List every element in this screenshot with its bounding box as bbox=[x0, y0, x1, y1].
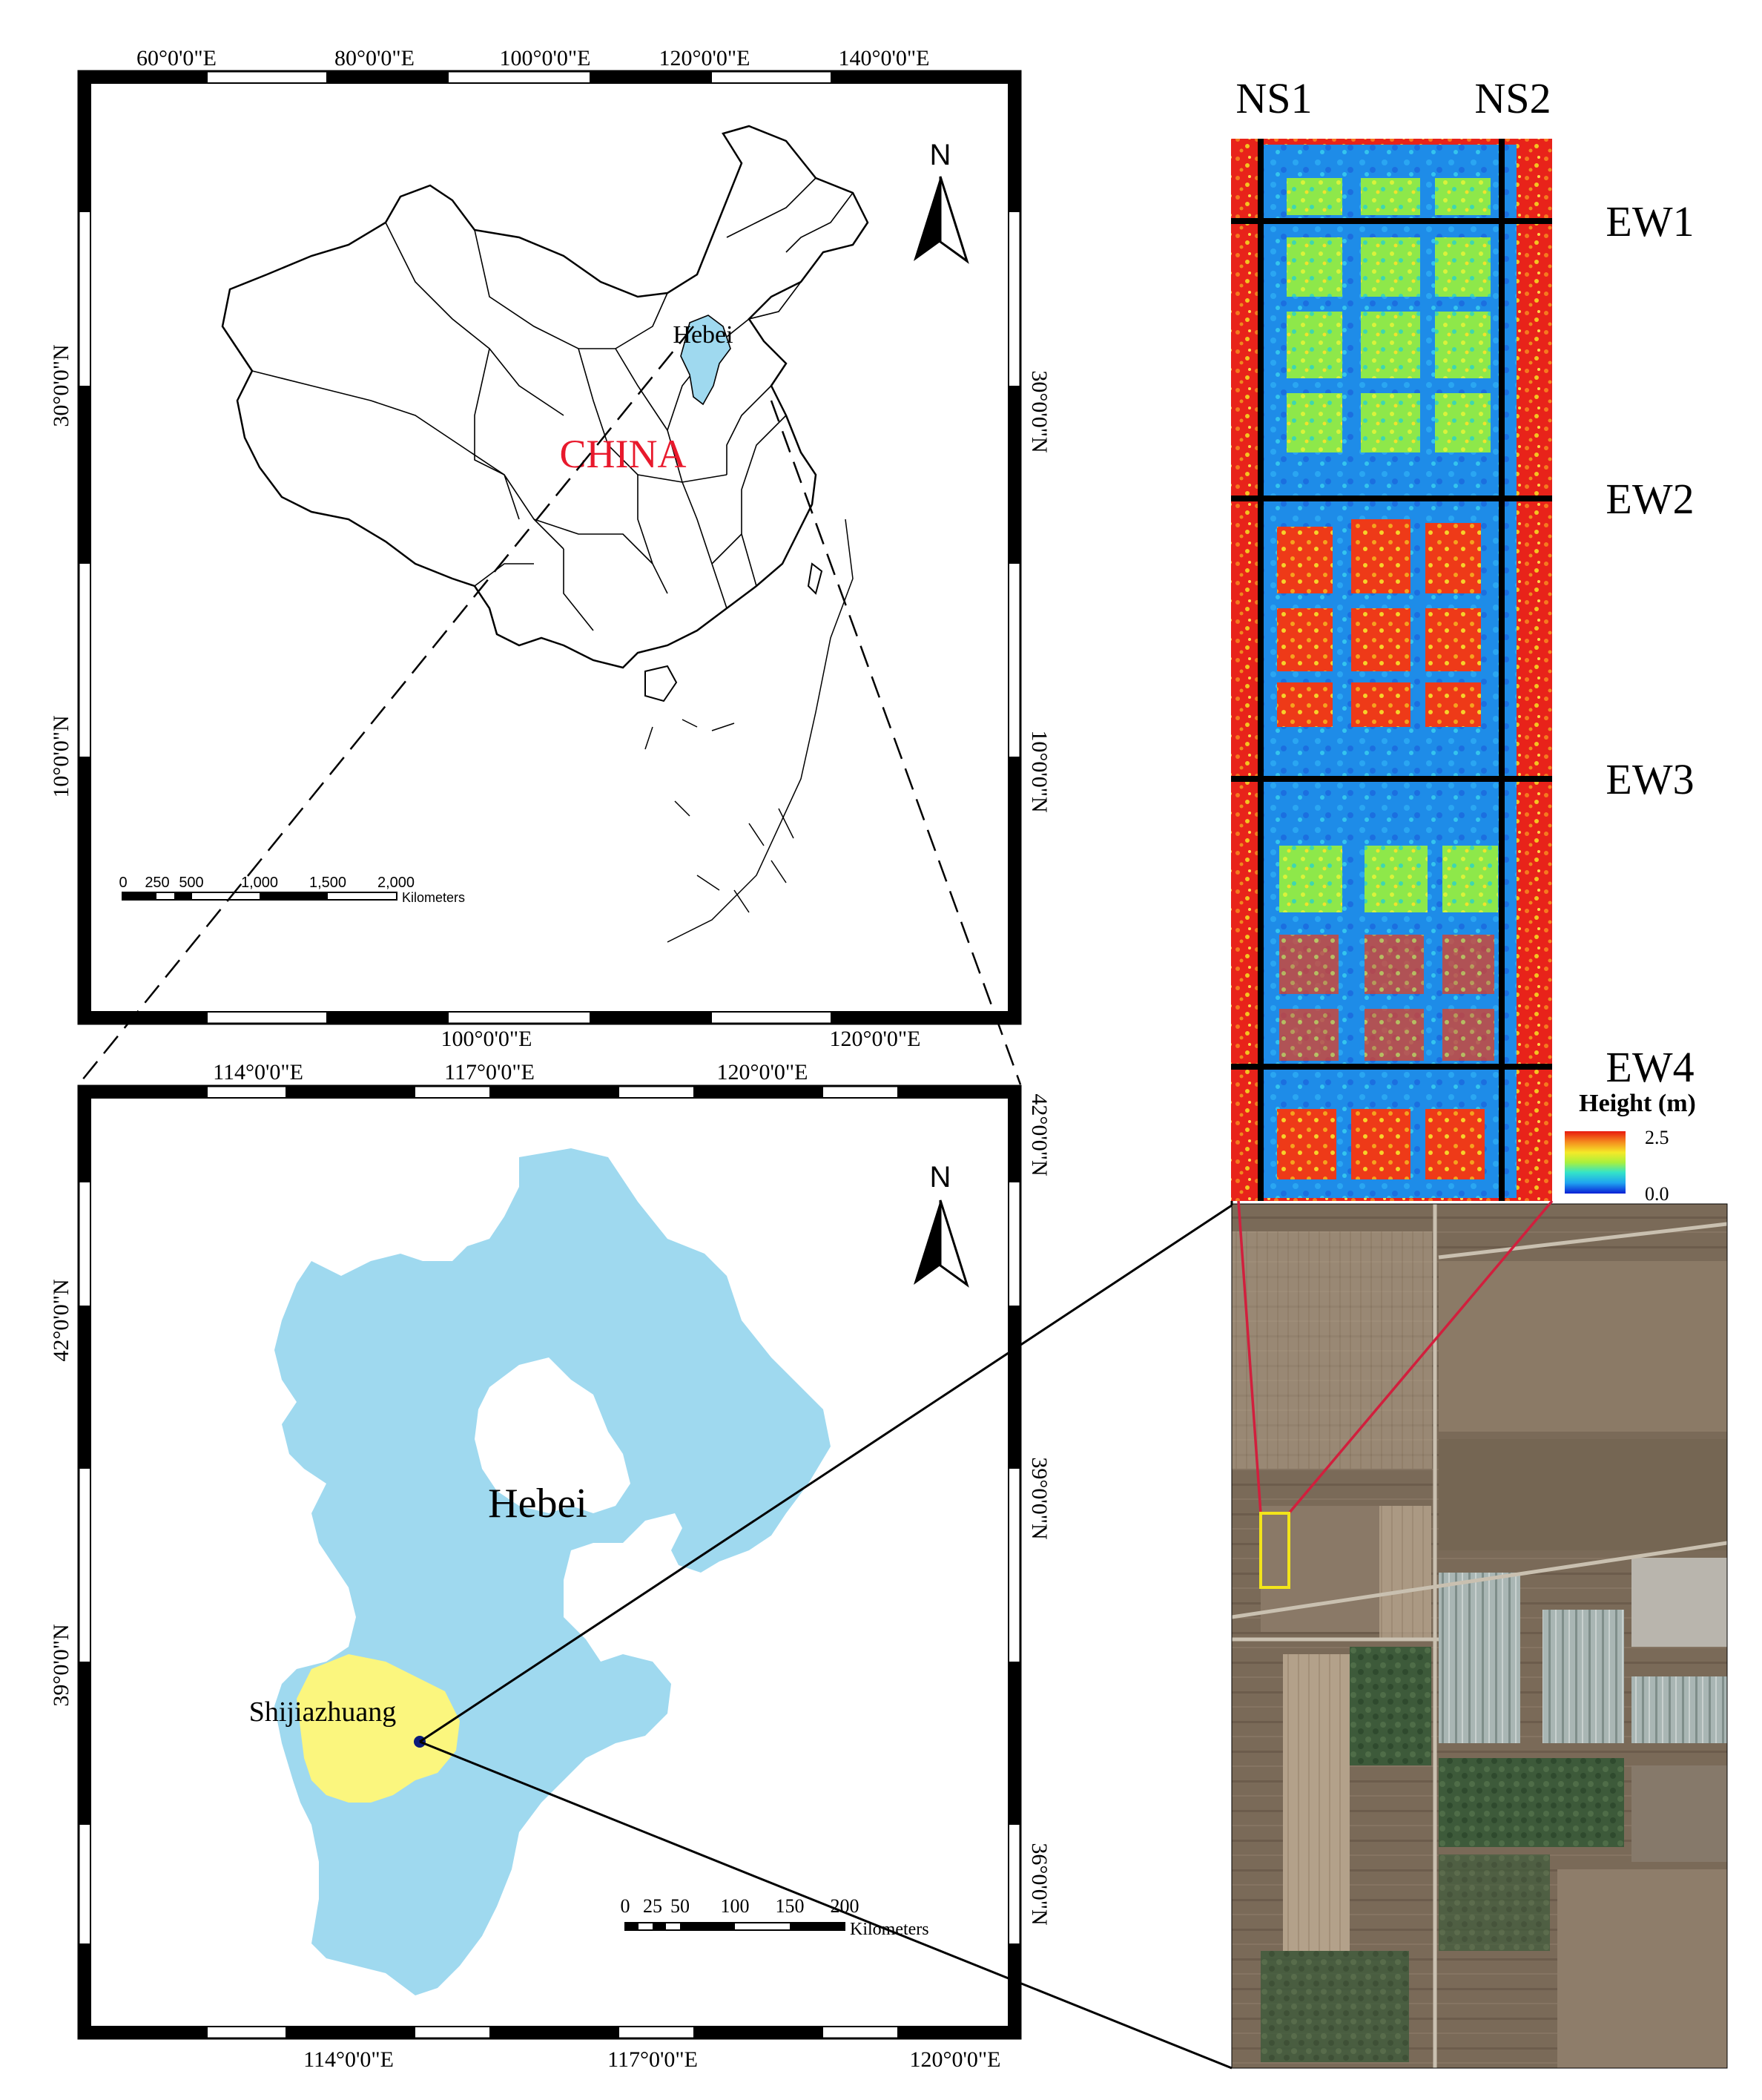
ew4-label: EW4 bbox=[1606, 1043, 1694, 1091]
china-left-tick-2: 10°0'0"N bbox=[49, 715, 73, 797]
mixed-plots-lower bbox=[1279, 935, 1494, 1061]
hebei-scale-150: 150 bbox=[776, 1895, 805, 1917]
hebei-left-tick-1: 42°0'0"N bbox=[49, 1279, 73, 1361]
china-north-arrow: N bbox=[914, 139, 969, 264]
green-plots-upper bbox=[1287, 178, 1491, 452]
china-map-graticule-bars bbox=[79, 71, 1020, 1024]
transect-lines bbox=[1231, 139, 1552, 1201]
hebei-map-graticule-bars bbox=[79, 1086, 1020, 2038]
hebei-scale-100: 100 bbox=[721, 1895, 750, 1917]
shijiazhuang-label: Shijiazhuang bbox=[249, 1696, 396, 1728]
china-scale-2000: 2,000 bbox=[377, 875, 415, 891]
china-scale-250: 250 bbox=[145, 875, 169, 891]
china-outline bbox=[221, 125, 869, 669]
hebei-scale-0: 0 bbox=[621, 1895, 630, 1917]
satellite-image bbox=[1231, 1199, 1728, 2069]
study-site-box bbox=[1259, 1512, 1290, 1589]
china-top-tick-1: 60°0'0"E bbox=[136, 46, 217, 70]
green-plots-lower bbox=[1279, 846, 1498, 912]
orange-plots-middle bbox=[1277, 519, 1481, 727]
hebei-right-tick-2: 39°0'0"N bbox=[1027, 1457, 1052, 1539]
hebei-left-tick-2: 39°0'0"N bbox=[49, 1624, 73, 1706]
ew1-label: EW1 bbox=[1606, 197, 1694, 246]
china-scale-unit: Kilometers bbox=[402, 890, 465, 905]
hebei-north-letter: N bbox=[930, 1161, 951, 1194]
hebei-top-tick-3: 120°0'0"E bbox=[717, 1060, 808, 1084]
ew3-label: EW3 bbox=[1606, 755, 1694, 803]
hebei-top-tick-2: 117°0'0"E bbox=[444, 1060, 535, 1084]
site-zoom-lines bbox=[419, 1204, 1233, 2070]
legend-max: 2.5 bbox=[1645, 1127, 1669, 1148]
greenhouse-block-1 bbox=[1439, 1573, 1520, 1743]
ns2-label: NS2 bbox=[1474, 74, 1551, 122]
hebei-scale-bar: 0 25 50 100 150 200 Kilometers bbox=[621, 1895, 929, 1939]
hainan-island bbox=[644, 665, 678, 702]
hebei-scale-50: 50 bbox=[670, 1895, 690, 1917]
hebei-map-panel: 114°0'0"E 117°0'0"E 120°0'0"E 114°0'0"E … bbox=[49, 1060, 1052, 2072]
greenhouse-block-2 bbox=[1542, 1610, 1624, 1743]
hebei-bottom-tick-1: 114°0'0"E bbox=[303, 2047, 394, 2072]
site-leader-lines bbox=[1237, 1199, 1554, 1515]
hebei-north-arrow: N bbox=[914, 1161, 969, 1288]
china-right-tick-2: 10°0'0"N bbox=[1027, 730, 1052, 812]
china-scale-bar: 0 250 500 1,000 1,500 2,000 Kilometers bbox=[119, 875, 465, 905]
china-top-tick-2: 80°0'0"E bbox=[334, 46, 415, 70]
hebei-right-tick-3: 36°0'0"N bbox=[1027, 1843, 1052, 1925]
hebei-top-tick-1: 114°0'0"E bbox=[213, 1060, 303, 1084]
china-zoom-lines bbox=[78, 326, 1022, 1085]
china-top-tick-3: 100°0'0"E bbox=[500, 46, 591, 70]
south-china-sea-dashes bbox=[644, 519, 854, 943]
china-left-tick-1: 30°0'0"N bbox=[49, 344, 73, 427]
legend-min: 0.0 bbox=[1645, 1183, 1669, 1205]
orange-plots-bottom bbox=[1277, 1109, 1485, 1179]
hebei-bottom-tick-3: 120°0'0"E bbox=[910, 2047, 1001, 2072]
ns1-label: NS1 bbox=[1235, 74, 1312, 122]
china-scale-500: 500 bbox=[179, 875, 203, 891]
hebei-right-tick-1: 42°0'0"N bbox=[1027, 1093, 1052, 1176]
china-right-tick-1: 30°0'0"N bbox=[1027, 370, 1052, 452]
china-map-panel: 60°0'0"E 80°0'0"E 100°0'0"E 120°0'0"E 14… bbox=[49, 46, 1052, 1051]
china-bottom-tick-2: 120°0'0"E bbox=[830, 1027, 921, 1051]
hebei-bottom-tick-2: 117°0'0"E bbox=[607, 2047, 698, 2072]
china-scale-1500: 1,500 bbox=[309, 875, 346, 891]
hebei-scale-25: 25 bbox=[643, 1895, 662, 1917]
hebei-province-label: Hebei bbox=[488, 1481, 587, 1527]
china-top-tick-5: 140°0'0"E bbox=[839, 46, 930, 70]
ew2-label: EW2 bbox=[1606, 475, 1694, 523]
hebei-highlight bbox=[680, 315, 731, 406]
hebei-province-shape bbox=[274, 1148, 831, 1995]
legend-title: Height (m) bbox=[1579, 1090, 1696, 1117]
china-north-letter: N bbox=[930, 139, 951, 171]
china-country-label: CHINA bbox=[560, 432, 687, 476]
shijiazhuang-area bbox=[297, 1654, 460, 1803]
height-legend: Height (m) 2.5 0.0 bbox=[1565, 1090, 1696, 1205]
china-top-tick-4: 120°0'0"E bbox=[659, 46, 750, 70]
china-scale-1000: 1,000 bbox=[241, 875, 278, 891]
height-map-panel: NS1 NS2 EW1 EW2 EW3 EW4 Height (m) 2.5 0… bbox=[1231, 74, 1696, 1205]
taiwan-island bbox=[807, 562, 823, 595]
china-hebei-label: Hebei bbox=[673, 321, 733, 349]
china-bottom-tick-1: 100°0'0"E bbox=[441, 1027, 532, 1051]
legend-color-ramp bbox=[1565, 1131, 1626, 1194]
china-scale-0: 0 bbox=[119, 875, 127, 891]
greenhouse-block-3 bbox=[1631, 1676, 1727, 1743]
